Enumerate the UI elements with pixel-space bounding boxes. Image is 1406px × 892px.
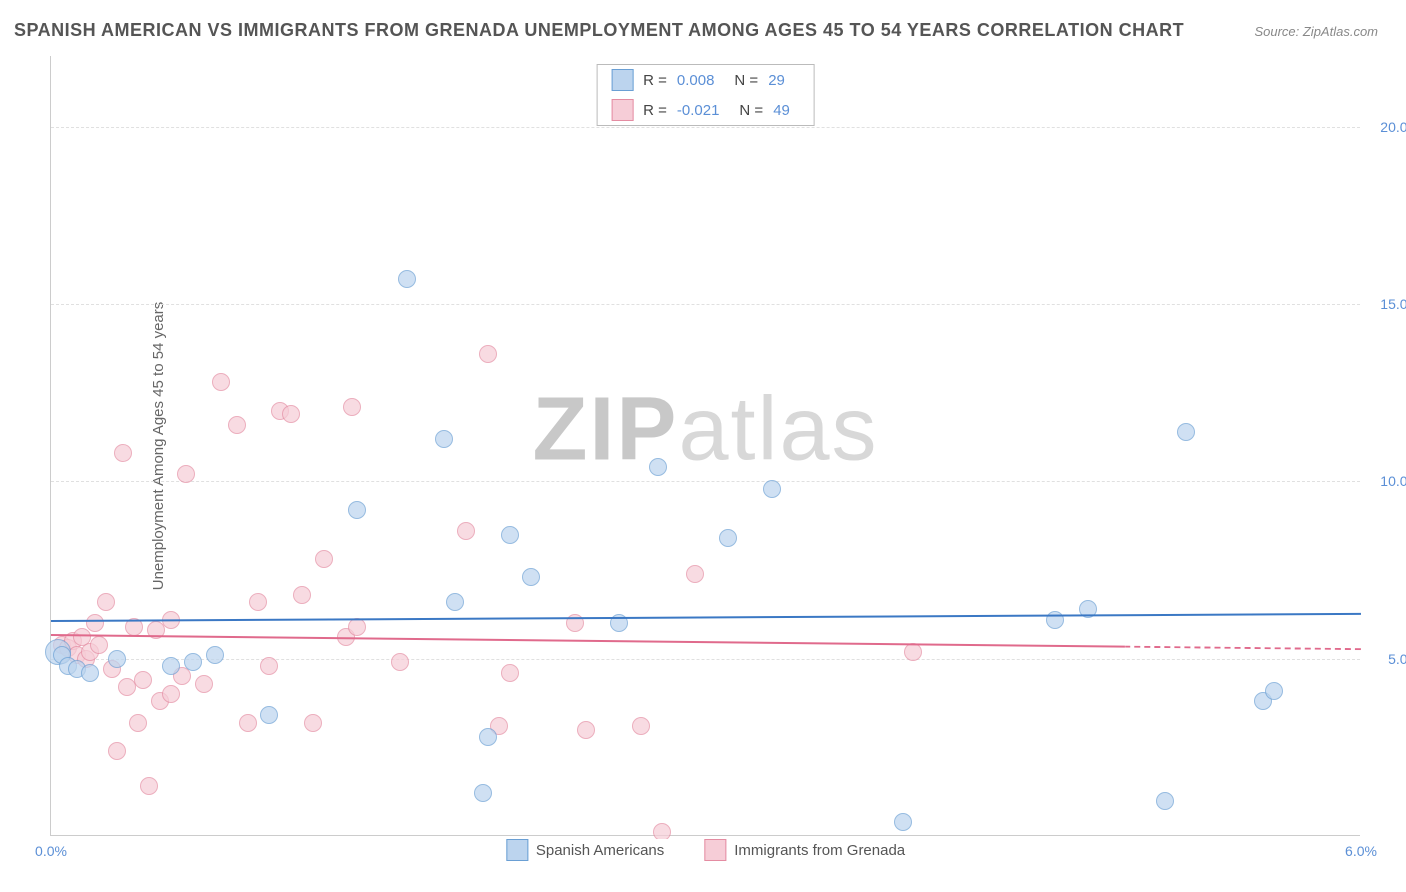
data-point-grenada: [90, 636, 108, 654]
data-point-spanish: [522, 568, 540, 586]
data-point-spanish: [108, 650, 126, 668]
source-attribution: Source: ZipAtlas.com: [1254, 24, 1378, 39]
data-point-grenada: [140, 777, 158, 795]
legend-swatch-spanish: [506, 839, 528, 861]
series-legend: Spanish Americans Immigrants from Grenada: [496, 839, 915, 861]
data-point-grenada: [228, 416, 246, 434]
data-point-grenada: [282, 405, 300, 423]
data-point-grenada: [343, 398, 361, 416]
data-point-spanish: [206, 646, 224, 664]
data-point-grenada: [129, 714, 147, 732]
data-point-grenada: [577, 721, 595, 739]
legend-swatch-grenada: [611, 99, 633, 121]
data-point-spanish: [763, 480, 781, 498]
scatter-chart: ZIPatlas R =0.008N =29R =-0.021N =49 Spa…: [50, 56, 1360, 836]
data-point-grenada: [108, 742, 126, 760]
data-point-spanish: [479, 728, 497, 746]
legend-R-label: R =: [643, 102, 667, 119]
legend-item-grenada: Immigrants from Grenada: [704, 839, 905, 861]
legend-stat-row-spanish: R = 0.008 N = 29: [597, 65, 814, 95]
legend-swatch-grenada: [704, 839, 726, 861]
y-tick-label: 10.0%: [1370, 473, 1406, 489]
data-point-grenada: [239, 714, 257, 732]
data-point-grenada: [501, 664, 519, 682]
legend-label-spanish: Spanish Americans: [536, 842, 664, 859]
gridline: [51, 304, 1360, 305]
data-point-grenada: [86, 614, 104, 632]
data-point-spanish: [1046, 611, 1064, 629]
data-point-spanish: [260, 706, 278, 724]
data-point-spanish: [162, 657, 180, 675]
data-point-spanish: [435, 430, 453, 448]
data-point-grenada: [260, 657, 278, 675]
data-point-spanish: [184, 653, 202, 671]
legend-R-label: R =: [643, 72, 667, 89]
data-point-grenada: [162, 685, 180, 703]
data-point-spanish: [1156, 792, 1174, 810]
data-point-spanish: [81, 664, 99, 682]
y-tick-label: 5.0%: [1370, 651, 1406, 667]
x-tick-label: 0.0%: [35, 843, 67, 859]
data-point-spanish: [348, 501, 366, 519]
data-point-grenada: [315, 550, 333, 568]
data-point-grenada: [114, 444, 132, 462]
data-point-grenada: [632, 717, 650, 735]
data-point-grenada: [212, 373, 230, 391]
data-point-spanish: [894, 813, 912, 831]
gridline: [51, 481, 1360, 482]
data-point-spanish: [446, 593, 464, 611]
data-point-grenada: [195, 675, 213, 693]
data-point-grenada: [479, 345, 497, 363]
legend-N-label: N =: [739, 102, 763, 119]
data-point-grenada: [293, 586, 311, 604]
data-point-spanish: [649, 458, 667, 476]
legend-swatch-spanish: [611, 69, 633, 91]
data-point-grenada: [457, 522, 475, 540]
data-point-grenada: [249, 593, 267, 611]
legend-N-label: N =: [734, 72, 758, 89]
data-point-spanish: [719, 529, 737, 547]
data-point-spanish: [1265, 682, 1283, 700]
gridline: [51, 659, 1360, 660]
data-point-spanish: [501, 526, 519, 544]
data-point-spanish: [474, 784, 492, 802]
y-tick-label: 15.0%: [1370, 296, 1406, 312]
data-point-grenada: [304, 714, 322, 732]
watermark-light: atlas: [678, 379, 878, 479]
data-point-grenada: [686, 565, 704, 583]
data-point-grenada: [134, 671, 152, 689]
y-tick-label: 20.0%: [1370, 119, 1406, 135]
legend-N-value-spanish: 29: [768, 72, 785, 89]
legend-R-value-grenada: -0.021: [677, 102, 720, 119]
data-point-spanish: [1177, 423, 1195, 441]
x-tick-label: 6.0%: [1345, 843, 1377, 859]
trend-line-spanish: [51, 613, 1361, 622]
data-point-grenada: [391, 653, 409, 671]
legend-R-value-spanish: 0.008: [677, 72, 715, 89]
data-point-grenada: [97, 593, 115, 611]
data-point-grenada: [177, 465, 195, 483]
gridline: [51, 127, 1360, 128]
data-point-grenada: [348, 618, 366, 636]
watermark: ZIPatlas: [532, 378, 878, 481]
data-point-spanish: [398, 270, 416, 288]
correlation-legend: R = 0.008 N = 29 R = -0.021 N = 49: [596, 64, 815, 126]
legend-item-spanish: Spanish Americans: [506, 839, 664, 861]
legend-N-value-grenada: 49: [773, 102, 790, 119]
chart-title: SPANISH AMERICAN VS IMMIGRANTS FROM GREN…: [14, 20, 1184, 41]
legend-label-grenada: Immigrants from Grenada: [734, 842, 905, 859]
legend-stat-row-grenada: R = -0.021 N = 49: [597, 95, 814, 125]
